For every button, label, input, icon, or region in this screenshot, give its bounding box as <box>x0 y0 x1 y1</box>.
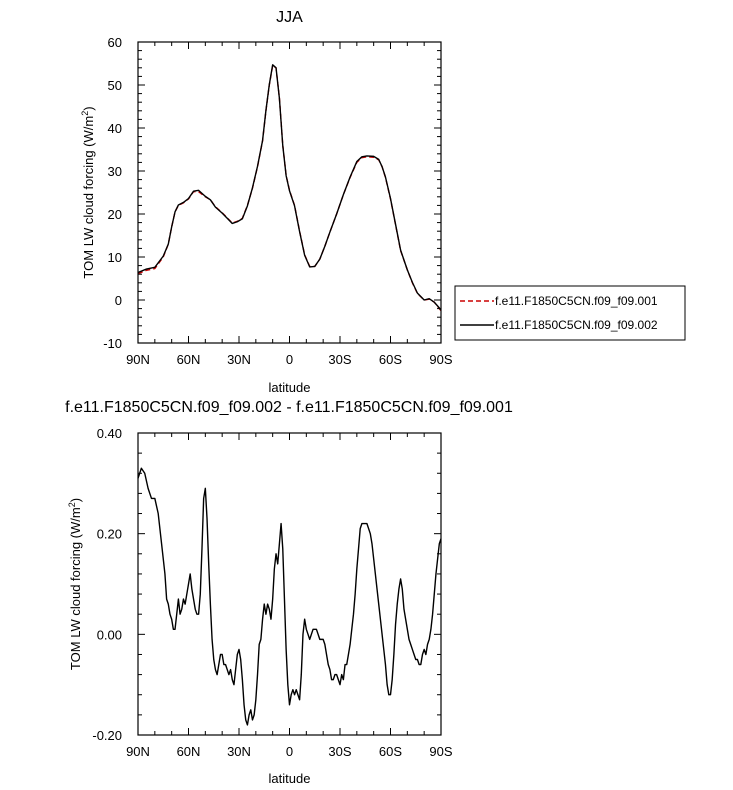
top-ytick-label: 10 <box>108 250 122 265</box>
top-xtick-label: 60N <box>177 352 201 367</box>
bottom-ytick-label: -0.20 <box>92 728 122 743</box>
top-ytick-label: 0 <box>115 293 122 308</box>
top-xaxis-label: latitude <box>269 380 311 395</box>
top-xtick-label: 30S <box>328 352 351 367</box>
bottom-xtick-label: 30S <box>328 744 351 759</box>
top-xtick-label: 90S <box>429 352 452 367</box>
bottom-plot-frame <box>137 432 442 736</box>
bottom-xtick-label: 30N <box>227 744 251 759</box>
legend-box <box>454 285 686 341</box>
top-ytick-label: 50 <box>108 78 122 93</box>
bottom-panel: f.e11.F1850C5CN.f09_f09.002 - f.e11.F185… <box>65 399 513 786</box>
bottom-axes: -0.20 0.00 0.20 0.40 90N 60N 30N 0 30S 60S 90S <box>92 426 453 759</box>
bottom-series-line-0 <box>137 467 442 726</box>
bottom-xaxis-label: latitude <box>269 771 311 786</box>
top-axes: -10 0 10 20 30 40 50 60 90N 60N 30N 0 30S 60S 90S <box>103 35 453 367</box>
legend-label-002: f.e11.F1850C5CN.f09_f09.002 <box>495 318 658 332</box>
top-xtick-label: 0 <box>286 352 293 367</box>
bottom-xtick-label: 60S <box>379 744 402 759</box>
top-ytick-label: -10 <box>103 336 122 351</box>
top-xtick-label: 90N <box>126 352 150 367</box>
top-xtick-label: 60S <box>379 352 402 367</box>
bottom-xtick-label: 0 <box>286 744 293 759</box>
top-ytick-label: 40 <box>108 121 122 136</box>
top-series-line-1 <box>137 64 442 311</box>
bottom-xtick-label: 90N <box>126 744 150 759</box>
bottom-ytick-label: 0.20 <box>97 527 122 542</box>
top-plot-area <box>137 64 442 312</box>
bottom-panel-title: f.e11.F1850C5CN.f09_f09.002 - f.e11.F185… <box>65 399 513 416</box>
top-ytick-label: 20 <box>108 207 122 222</box>
bottom-xtick-label: 60N <box>177 744 201 759</box>
legend-label-001: f.e11.F1850C5CN.f09_f09.001 <box>495 294 658 308</box>
bottom-ytick-label: 0.40 <box>97 426 122 441</box>
bottom-plot-area <box>137 467 442 726</box>
top-yaxis-label: TOM LW cloud forcing (W/m2) <box>80 106 96 278</box>
top-panel-title: JJA <box>276 9 303 26</box>
top-ytick-label: 30 <box>108 164 122 179</box>
top-xtick-label: 30N <box>227 352 251 367</box>
bottom-ytick-label: 0.00 <box>97 627 122 642</box>
legend: f.e11.F1850C5CN.f09_f09.001 f.e11.F1850C… <box>454 285 686 341</box>
bottom-yaxis-label: TOM LW cloud forcing (W/m2) <box>67 498 83 670</box>
top-ytick-label: 60 <box>108 35 122 50</box>
bottom-xtick-label: 90S <box>429 744 452 759</box>
